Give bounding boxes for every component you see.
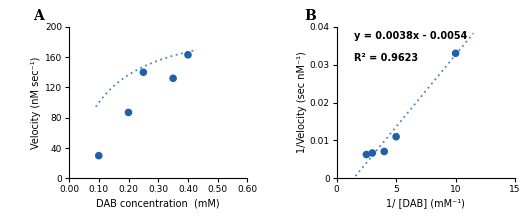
Point [380, 150, 389, 153]
Point [95, 154, 103, 157]
Point [169, 76, 177, 80]
Point [184, 53, 192, 57]
Text: R² = 0.9623: R² = 0.9623 [355, 53, 418, 62]
X-axis label: 1/ [DAB] (mM⁻¹): 1/ [DAB] (mM⁻¹) [387, 198, 465, 209]
Point [392, 135, 400, 138]
X-axis label: DAB concentration  (mM): DAB concentration (mM) [97, 198, 220, 209]
Point [362, 153, 371, 156]
Text: A: A [33, 8, 44, 23]
Point [451, 52, 460, 55]
Point [368, 151, 376, 155]
Text: B: B [305, 8, 316, 23]
Point [124, 111, 133, 114]
Point [139, 70, 148, 74]
Text: y = 0.0038x - 0.0054: y = 0.0038x - 0.0054 [355, 31, 468, 41]
Y-axis label: 1/Velocity (sec nM⁻¹): 1/Velocity (sec nM⁻¹) [297, 52, 307, 153]
Y-axis label: Velocity (nM sec⁻¹): Velocity (nM sec⁻¹) [31, 56, 41, 149]
